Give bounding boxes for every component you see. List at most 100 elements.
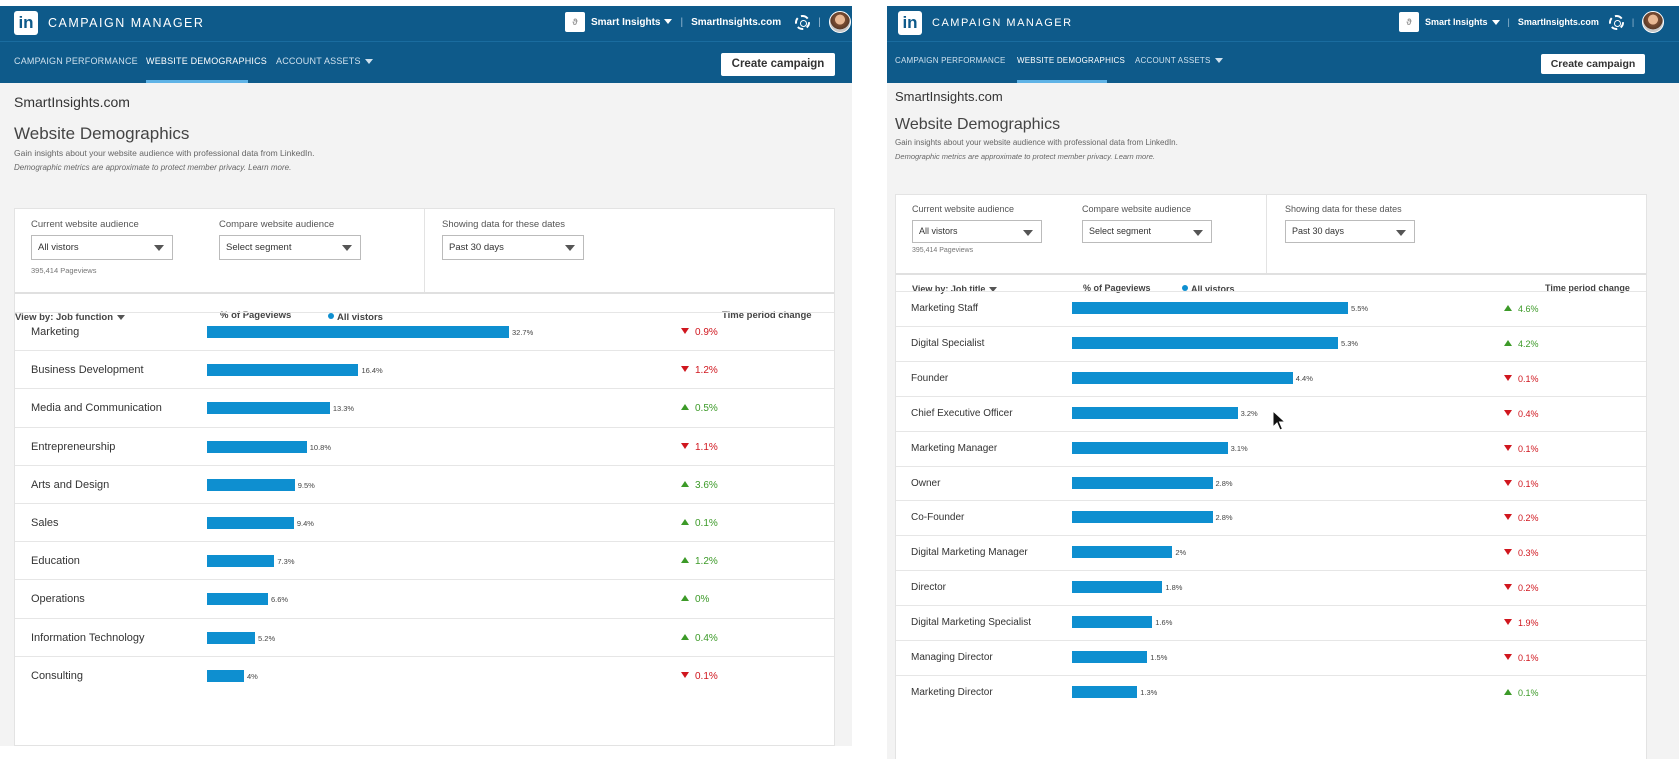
compare-audience-select[interactable]: Select segment — [219, 235, 361, 260]
table-row[interactable]: Arts and Design 9.5% 3.6% — [15, 464, 834, 503]
bar-value-label: 4% — [246, 671, 258, 681]
dates-select[interactable]: Past 30 days — [1285, 220, 1415, 243]
current-audience-select[interactable]: All vistors — [912, 220, 1042, 243]
table-row[interactable]: Co-Founder 2.8% 0.2% — [896, 500, 1646, 535]
pageviews-bar[interactable] — [1072, 476, 1213, 489]
table-row[interactable]: Marketing Staff 5.5% 4.6% — [896, 291, 1646, 326]
current-audience-select[interactable]: All vistors — [31, 235, 173, 260]
table-row[interactable]: Entrepreneurship 10.8% 1.1% — [15, 426, 834, 465]
legend: All vistors — [328, 312, 383, 323]
pageviews-bar[interactable] — [1072, 302, 1348, 314]
table-row[interactable]: Marketing Manager 3.1% 0.1% — [896, 430, 1646, 466]
pageviews-bar[interactable] — [207, 669, 244, 682]
tab-website-demographics[interactable]: WEBSITE DEMOGRAPHICS — [1017, 56, 1126, 65]
chevron-down-icon — [1193, 230, 1203, 236]
pageviews-bar[interactable] — [1072, 546, 1173, 559]
table-row[interactable]: Marketing 32.7% 0.9% — [15, 312, 834, 350]
row-label: Director — [911, 582, 947, 594]
brand-title: CAMPAIGN MANAGER — [48, 16, 205, 30]
table-row[interactable]: Digital Specialist 5.3% 4.2% — [896, 325, 1646, 361]
table-row[interactable]: Director 1.8% 0.2% — [896, 570, 1646, 605]
demographics-card: Current website audience All vistors 395… — [14, 208, 835, 746]
pageviews-bar[interactable] — [207, 364, 359, 377]
tab-account-assets[interactable]: ACCOUNT ASSETS — [1135, 56, 1223, 65]
page-description: Gain insights about your website audienc… — [895, 138, 1178, 147]
create-campaign-button[interactable]: Create campaign — [1541, 54, 1645, 74]
site-link[interactable]: SmartInsights.com — [691, 16, 782, 28]
view-by-select[interactable]: View by: Job function — [15, 312, 126, 323]
site-name: SmartInsights.com — [895, 89, 1003, 104]
divider — [1266, 195, 1267, 273]
privacy-note[interactable]: Demographic metrics are approximate to p… — [14, 163, 292, 172]
table-row[interactable]: Sales 9.4% 0.1% — [15, 503, 834, 541]
tab-campaign-performance[interactable]: CAMPAIGN PERFORMANCE — [895, 56, 1006, 65]
nav-bar: CAMPAIGN PERFORMANCE WEBSITE DEMOGRAPHIC… — [887, 41, 1679, 83]
table-row[interactable]: Marketing Director 1.3% 0.1% — [896, 674, 1646, 710]
chevron-down-icon — [1396, 230, 1406, 236]
avatar[interactable] — [828, 11, 851, 33]
pageviews-bar[interactable] — [207, 326, 509, 338]
account-switcher[interactable]: Smart Insights — [1425, 17, 1500, 27]
gear-icon[interactable] — [1608, 14, 1624, 30]
pageviews-bar[interactable] — [1072, 336, 1338, 349]
table-row[interactable]: Founder 4.4% 0.1% — [896, 360, 1646, 396]
divider — [896, 273, 1646, 275]
pageviews-bar[interactable] — [1072, 406, 1238, 419]
pageviews-bar[interactable] — [1072, 581, 1163, 594]
arrow-up-icon — [681, 595, 689, 602]
time-period-change: 0.4% — [681, 633, 718, 644]
bar-value-label: 1.6% — [1155, 618, 1173, 628]
chevron-down-icon — [664, 19, 673, 25]
pageviews-bar[interactable] — [1072, 371, 1293, 384]
create-campaign-button[interactable]: Create campaign — [721, 53, 835, 76]
change-value: 1.2% — [695, 365, 718, 377]
table-row[interactable]: Digital Marketing Manager 2% 0.3% — [896, 535, 1646, 570]
change-value: 0.4% — [1518, 408, 1539, 419]
chevron-down-icon — [342, 245, 352, 251]
table-row[interactable]: Digital Marketing Specialist 1.6% 1.9% — [896, 605, 1646, 640]
table-row[interactable]: Chief Executive Officer 3.2% 0.4% — [896, 395, 1646, 431]
pageviews-bar[interactable] — [1072, 685, 1138, 698]
arrow-down-icon — [1504, 584, 1512, 591]
table-row[interactable]: Business Development 16.4% 1.2% — [15, 350, 834, 388]
dates-select[interactable]: Past 30 days — [442, 235, 584, 260]
view-by-select[interactable]: View by: Job title — [912, 284, 998, 294]
compare-audience-select[interactable]: Select segment — [1082, 220, 1212, 243]
brand[interactable]: in CAMPAIGN MANAGER — [14, 11, 204, 35]
table-row[interactable]: Education 7.3% 1.2% — [15, 541, 834, 579]
account-switcher[interactable]: Smart Insights — [591, 17, 673, 28]
table-row[interactable]: Managing Director 1.5% 0.1% — [896, 640, 1646, 675]
pageviews-bar[interactable] — [207, 631, 256, 644]
change-value: 4.2% — [1518, 338, 1539, 349]
bar-value-label: 1.3% — [1140, 687, 1158, 697]
time-period-change: 0.9% — [681, 327, 718, 338]
pageviews-bar[interactable] — [1072, 441, 1228, 454]
pageviews-bar[interactable] — [207, 478, 295, 491]
table-row[interactable]: Information Technology 5.2% 0.4% — [15, 617, 834, 656]
pageviews-bar[interactable] — [207, 517, 294, 529]
table-row[interactable]: Consulting 4% 0.1% — [15, 655, 834, 694]
pageviews-bar[interactable] — [207, 555, 275, 568]
site-link[interactable]: SmartInsights.com — [1517, 17, 1599, 27]
gear-icon[interactable] — [795, 14, 811, 30]
privacy-note[interactable]: Demographic metrics are approximate to p… — [895, 152, 1155, 161]
current-audience-label: Current website audience — [912, 204, 1015, 214]
pageviews-bar[interactable] — [207, 593, 268, 606]
brand[interactable]: in CAMPAIGN MANAGER — [898, 11, 1073, 35]
table-row[interactable]: Owner 2.8% 0.1% — [896, 465, 1646, 501]
avatar[interactable] — [1642, 11, 1665, 33]
pageviews-bar[interactable] — [207, 440, 307, 453]
pageviews-count: 395,414 Pageviews — [31, 266, 97, 275]
pageviews-bar[interactable] — [1072, 651, 1148, 663]
tab-website-demographics[interactable]: WEBSITE DEMOGRAPHICS — [146, 56, 268, 66]
arrow-down-icon — [1504, 479, 1512, 486]
tab-campaign-performance[interactable]: CAMPAIGN PERFORMANCE — [14, 56, 138, 66]
table-row[interactable]: Media and Communication 13.3% 0.5% — [15, 388, 834, 426]
tab-account-assets[interactable]: ACCOUNT ASSETS — [276, 56, 373, 66]
pageviews-bar[interactable] — [1072, 511, 1213, 524]
pageviews-bar[interactable] — [1072, 616, 1153, 629]
top-bar: in CAMPAIGN MANAGER ϑ Smart Insights | S… — [887, 6, 1679, 41]
linkedin-logo-icon: in — [14, 11, 38, 35]
table-row[interactable]: Operations 6.6% 0% — [15, 579, 834, 617]
pageviews-bar[interactable] — [207, 402, 330, 415]
